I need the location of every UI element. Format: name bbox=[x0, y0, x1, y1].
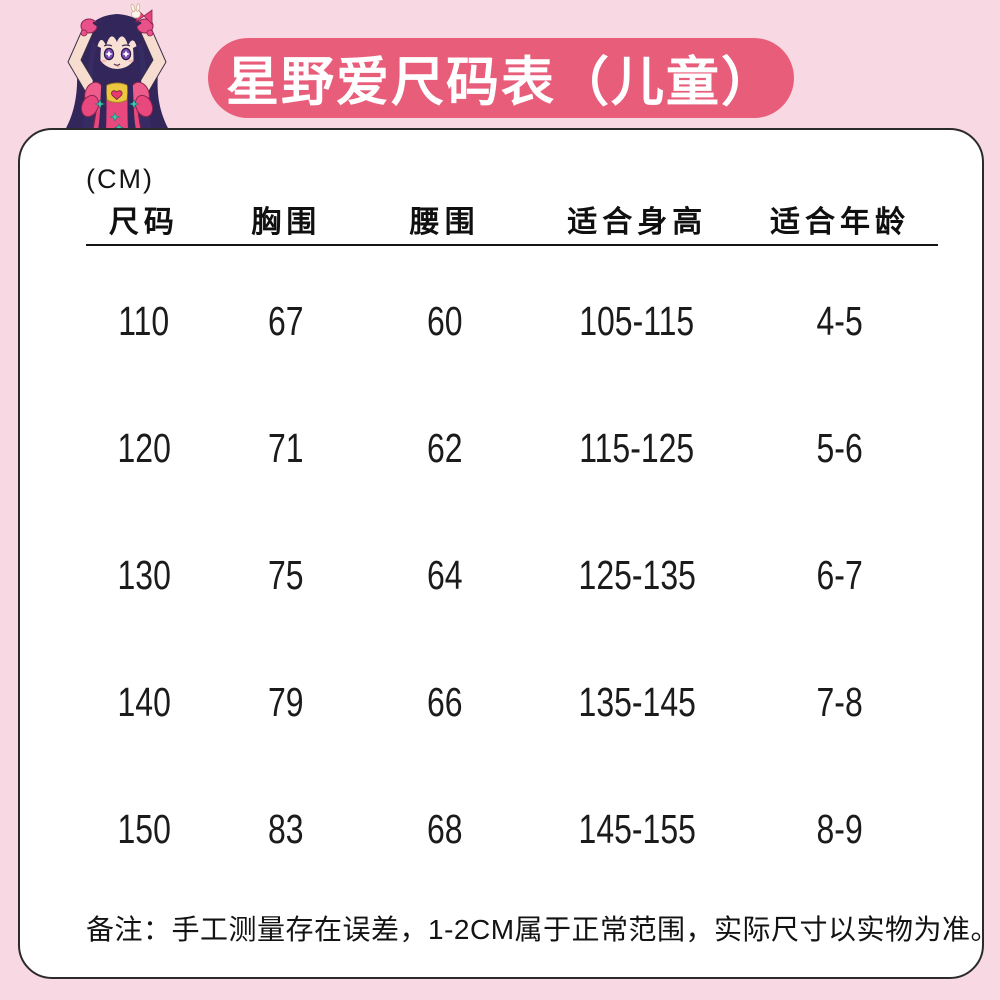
table-row: 130 75 64 125-135 6-7 bbox=[86, 512, 938, 639]
character-dress bbox=[80, 76, 154, 130]
table-cell: 60 bbox=[426, 298, 463, 344]
page-title: 星野爱尺码表（儿童） bbox=[226, 53, 776, 112]
table-cell: 66 bbox=[426, 679, 463, 725]
table-cell: 6-7 bbox=[816, 552, 864, 598]
hoshino-ai-illustration bbox=[65, 3, 169, 130]
column-header-chest: 胸围 bbox=[251, 206, 322, 239]
table-cell: 67 bbox=[268, 298, 304, 344]
table-cell: 150 bbox=[117, 806, 171, 852]
table-cell: 120 bbox=[117, 425, 171, 471]
table-cell: 64 bbox=[426, 552, 463, 598]
table-cell: 140 bbox=[117, 679, 171, 725]
table-cell: 145-155 bbox=[578, 806, 696, 852]
column-header-age: 适合年龄 bbox=[769, 206, 910, 239]
table-row: 150 83 68 145-155 8-9 bbox=[86, 766, 938, 893]
column-header-waist: 腰围 bbox=[409, 206, 480, 239]
title-badge: 星野爱尺码表（儿童） bbox=[208, 38, 794, 118]
size-table-panel: (CM) 尺码 胸围 腰围 适合身高 适合年龄 110 67 60 105-11… bbox=[18, 128, 1000, 979]
table-cell: 75 bbox=[268, 552, 304, 598]
table-cell: 105-115 bbox=[579, 298, 695, 344]
table-cell: 4-5 bbox=[816, 298, 864, 344]
remark-note: 备注：手工测量存在误差，1-2CM属于正常范围，实际尺寸以实物为准。 bbox=[86, 914, 1000, 945]
table-row: 120 71 62 115-125 5-6 bbox=[86, 385, 938, 512]
unit-label: (CM) bbox=[86, 164, 154, 194]
table-cell: 62 bbox=[426, 425, 463, 471]
table-cell: 110 bbox=[118, 298, 170, 344]
table-body: 110 67 60 105-115 4-5 120 71 62 115-125 … bbox=[86, 258, 938, 893]
table-cell: 130 bbox=[117, 552, 171, 598]
table-cell: 71 bbox=[268, 425, 304, 471]
column-header-size: 尺码 bbox=[108, 206, 179, 239]
table-cell: 5-6 bbox=[816, 425, 864, 471]
table-cell: 115-125 bbox=[579, 425, 695, 471]
character-accessories bbox=[130, 3, 153, 25]
table-cell: 125-135 bbox=[578, 552, 696, 598]
header-divider bbox=[86, 244, 938, 246]
table-cell: 83 bbox=[268, 806, 304, 852]
table-cell: 68 bbox=[426, 806, 463, 852]
character-face bbox=[92, 18, 142, 88]
column-header-height: 适合身高 bbox=[567, 206, 708, 239]
table-cell: 135-145 bbox=[578, 679, 696, 725]
table-row: 110 67 60 105-115 4-5 bbox=[86, 258, 938, 385]
table-cell: 7-8 bbox=[816, 679, 864, 725]
table-row: 140 79 66 135-145 7-8 bbox=[86, 639, 938, 766]
table-cell: 79 bbox=[268, 679, 304, 725]
table-cell: 8-9 bbox=[816, 806, 864, 852]
table-header-row: 尺码 胸围 腰围 适合身高 适合年龄 bbox=[86, 202, 938, 239]
